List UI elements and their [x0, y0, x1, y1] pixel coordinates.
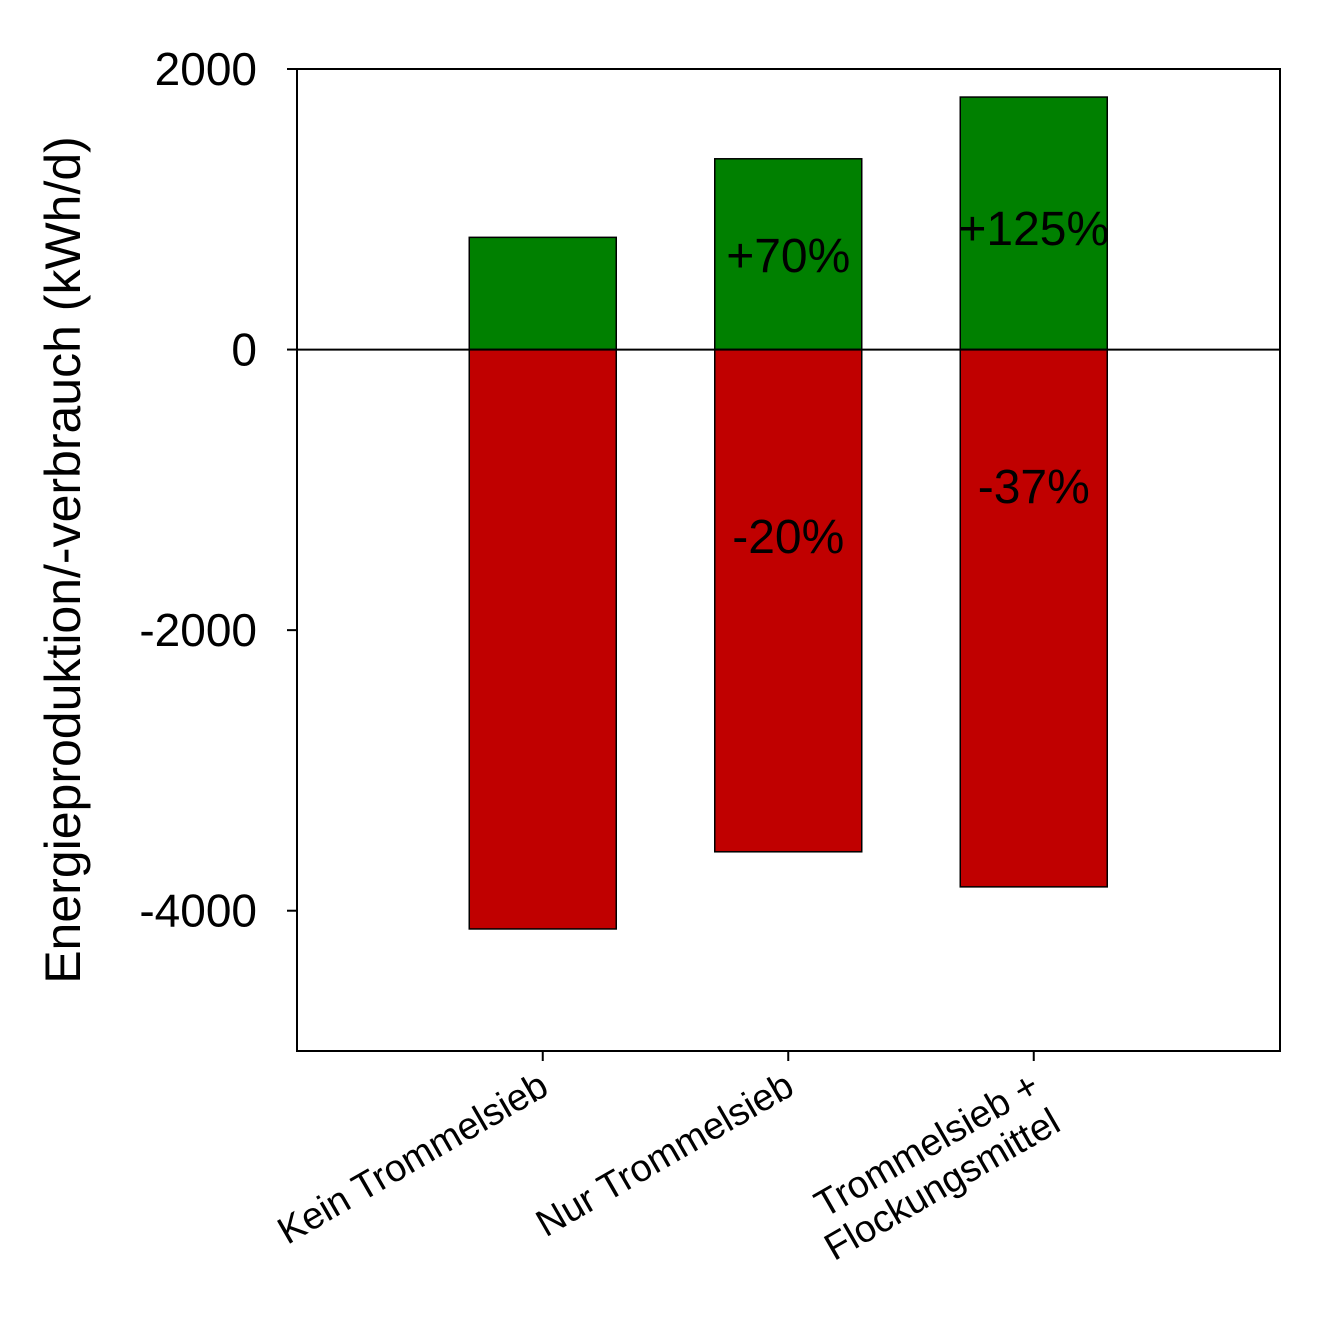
- y-tick-label: 0: [231, 324, 257, 376]
- production-bar-1: [468, 236, 617, 351]
- percent-annotation: -37%: [978, 461, 1090, 514]
- x-tick-label: Nur Trommelsieb: [529, 1064, 801, 1245]
- y-axis-label: Energieproduktion/-verbrauch (kWh/d): [35, 136, 91, 984]
- y-tick-label: -2000: [139, 604, 257, 656]
- percent-annotation: +125%: [958, 203, 1109, 256]
- percent-annotation: +70%: [726, 230, 850, 283]
- x-tick-label: Kein Trommelsieb: [271, 1064, 555, 1252]
- consumption-bar-2: [714, 348, 863, 853]
- production-bar-2: [714, 158, 863, 351]
- percent-annotation: -20%: [732, 511, 844, 564]
- y-axis: 2000 0 -2000 -4000: [139, 43, 297, 937]
- y-tick-label: -4000: [139, 885, 257, 937]
- consumption-bar-1: [468, 348, 617, 930]
- x-tick-label: Trommelsieb +Flockungsmittel: [808, 1064, 1067, 1269]
- y-tick-label: 2000: [155, 43, 257, 95]
- x-tick-label-line: Kein Trommelsieb: [271, 1064, 555, 1252]
- bars-group: [468, 96, 1108, 930]
- consumption-bar-3: [959, 348, 1108, 888]
- production-bar-3: [959, 96, 1108, 351]
- annotations-group: +70% +125% -20% -37%: [726, 203, 1109, 564]
- x-tick-label-line: Nur Trommelsieb: [529, 1064, 801, 1245]
